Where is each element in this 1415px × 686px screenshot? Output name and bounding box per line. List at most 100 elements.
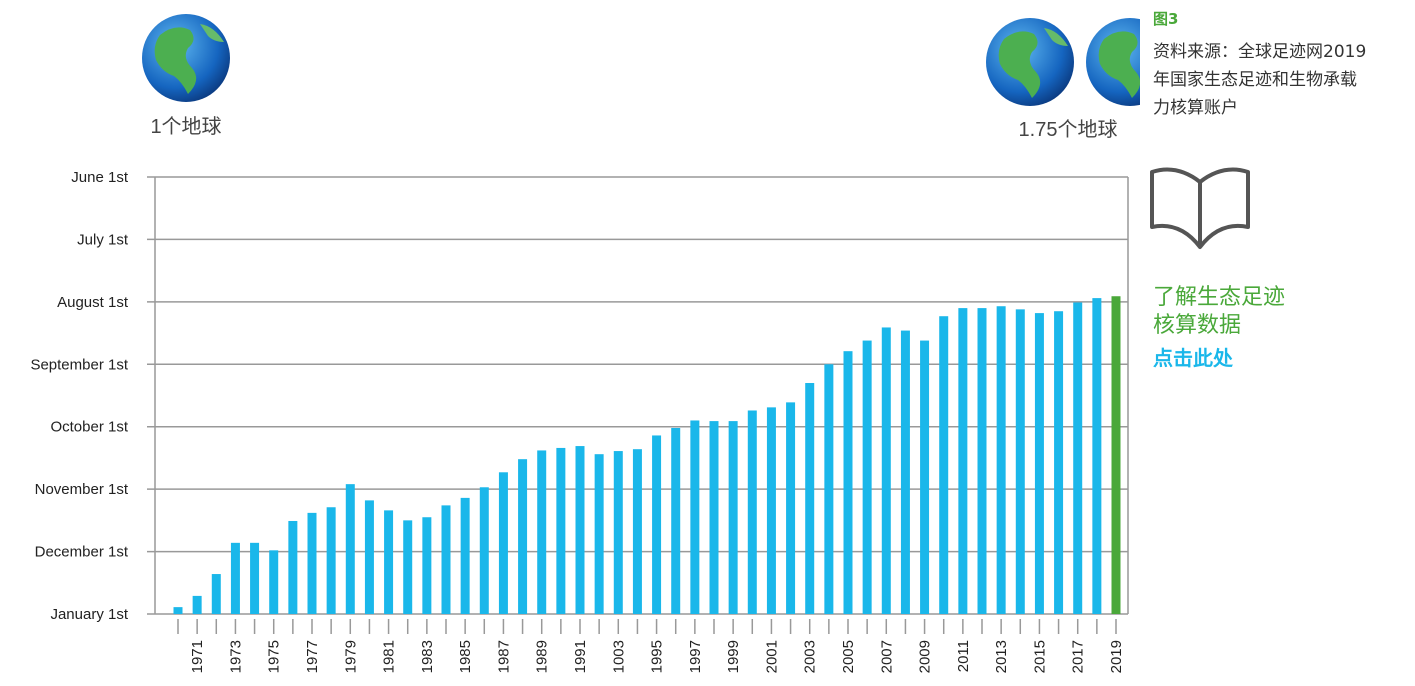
cta-link[interactable]: 点击此处 xyxy=(1153,342,1233,371)
bar xyxy=(882,327,891,614)
x-tick-label: 2005 xyxy=(840,640,857,673)
bar xyxy=(901,331,910,614)
y-tick-label: December 1st xyxy=(35,544,129,561)
bar xyxy=(614,451,623,614)
bar xyxy=(824,364,833,614)
bar xyxy=(1016,309,1025,614)
bar xyxy=(576,446,585,614)
x-tick-label: 2013 xyxy=(993,640,1010,673)
bar xyxy=(1035,313,1044,614)
x-tick-label: 1977 xyxy=(304,640,321,673)
bar xyxy=(920,341,929,614)
x-tick-label: 1973 xyxy=(227,640,244,673)
bar xyxy=(786,402,795,614)
bar xyxy=(384,510,393,614)
y-tick-label: October 1st xyxy=(50,419,128,436)
globe xyxy=(1086,18,1140,106)
bar xyxy=(269,550,278,614)
x-tick-label: 1981 xyxy=(381,640,398,673)
bar xyxy=(997,306,1006,614)
bar xyxy=(958,308,967,614)
bar xyxy=(595,454,604,614)
bar xyxy=(710,421,719,614)
source-line: 力核算账户 xyxy=(1153,94,1366,122)
bar xyxy=(537,450,546,614)
bar xyxy=(633,449,642,614)
bar xyxy=(308,513,317,614)
bar xyxy=(518,459,527,614)
cta-line: 核算数据 xyxy=(1153,312,1285,340)
x-tick-label: 1985 xyxy=(457,640,474,673)
bar xyxy=(556,448,565,614)
x-tick-label: 2009 xyxy=(917,640,934,673)
x-tick-label: 2001 xyxy=(763,640,780,673)
x-tick-label: 2015 xyxy=(1031,640,1048,673)
bar xyxy=(939,316,948,614)
globe-label: 1.75个地球 xyxy=(1019,118,1118,141)
bar xyxy=(499,472,508,614)
bar xyxy=(690,420,699,614)
x-tick-label: 2019 xyxy=(1108,640,1125,673)
bar xyxy=(748,410,757,614)
y-tick-label: July 1st xyxy=(77,231,129,248)
x-tick-label: 2017 xyxy=(1070,640,1087,673)
y-tick-label: November 1st xyxy=(35,481,129,498)
bar xyxy=(767,407,776,614)
bar xyxy=(978,308,987,614)
globe-label: 1个地球 xyxy=(150,115,221,138)
page: 1个地球 1.75个地球 June 1st July 1st August 1st S… xyxy=(0,0,1415,686)
y-tick-label: June 1st xyxy=(71,169,129,186)
book-icon xyxy=(1145,160,1255,255)
y-tick-label: September 1st xyxy=(30,356,128,373)
x-tick-label: 1003 xyxy=(610,640,627,673)
bar xyxy=(729,421,738,614)
bar xyxy=(250,543,259,614)
x-tick-label: 2003 xyxy=(802,640,819,673)
bar xyxy=(442,505,451,614)
y-tick-label: January 1st xyxy=(50,606,128,623)
bar xyxy=(212,574,221,614)
globe xyxy=(142,14,230,102)
bar xyxy=(193,596,202,614)
y-tick-label: August 1st xyxy=(57,294,129,311)
bar xyxy=(1112,296,1121,614)
bar xyxy=(863,341,872,614)
bar xyxy=(805,383,814,614)
source-line: 年国家生态足迹和生物承载 xyxy=(1153,66,1366,94)
bar xyxy=(346,484,355,614)
bar xyxy=(422,517,431,614)
bar xyxy=(1054,311,1063,614)
figure-label: 图3 xyxy=(1153,8,1178,29)
bar xyxy=(671,428,680,614)
x-tick-label: 1991 xyxy=(572,640,589,673)
x-tick-label: 1989 xyxy=(534,640,551,673)
x-tick-label: 1983 xyxy=(419,640,436,673)
bar xyxy=(174,607,183,614)
x-tick-label: 1997 xyxy=(687,640,704,673)
x-tick-label: 1999 xyxy=(725,640,742,673)
x-tick-label: 1995 xyxy=(649,640,666,673)
x-tick-label: 1975 xyxy=(266,640,283,673)
bar xyxy=(365,500,374,614)
globe xyxy=(986,18,1074,106)
source-line: 资料来源：全球足迹网2019 xyxy=(1153,38,1366,66)
bar xyxy=(403,520,412,614)
chart: 1个地球 1.75个地球 June 1st July 1st August 1st S… xyxy=(0,0,1140,686)
x-tick-label: 1987 xyxy=(495,640,512,673)
cta-line: 了解生态足迹 xyxy=(1153,284,1285,312)
x-tick-label: 2011 xyxy=(955,640,972,672)
bar xyxy=(231,543,240,614)
cta-text: 了解生态足迹核算数据 xyxy=(1153,284,1285,340)
bar xyxy=(288,521,297,614)
bar xyxy=(1092,298,1101,614)
x-tick-label: 1971 xyxy=(189,640,206,673)
bar xyxy=(844,351,853,614)
bar xyxy=(1073,302,1082,614)
bar xyxy=(461,498,470,614)
bar xyxy=(480,487,489,614)
x-tick-label: 2007 xyxy=(878,640,895,673)
bar xyxy=(327,507,336,614)
x-tick-label: 1979 xyxy=(342,640,359,673)
bar xyxy=(652,435,661,614)
